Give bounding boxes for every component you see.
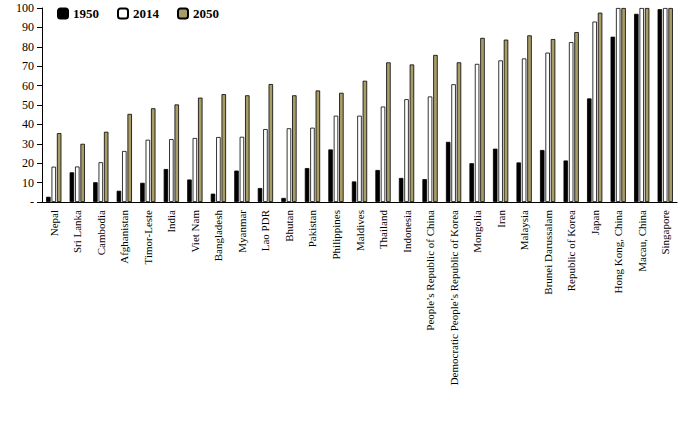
svg-text:70: 70 [22,59,34,73]
svg-text:Bangladesh: Bangladesh [212,210,224,262]
svg-text:10: 10 [22,176,34,190]
svg-text:80: 80 [22,40,34,54]
svg-text:100: 100 [16,1,34,15]
svg-text:40: 40 [22,117,34,131]
svg-text:Lao PDR: Lao PDR [259,209,271,251]
svg-text:Indonesia: Indonesia [401,210,413,253]
svg-text:Cambodia: Cambodia [95,210,107,255]
svg-text:Maldives: Maldives [354,210,366,251]
svg-text:Japan: Japan [589,210,601,236]
svg-text:1950: 1950 [73,6,99,21]
svg-text:Hong Kong, China: Hong Kong, China [612,210,624,294]
svg-text:30: 30 [22,137,34,151]
svg-text:Viet Nam: Viet Nam [189,210,201,253]
svg-text:Democratic People’s Republic o: Democratic People’s Republic of Korea [448,210,460,385]
svg-text:Myanmar: Myanmar [236,210,248,253]
svg-text:Philippines: Philippines [330,210,342,260]
svg-text:2014: 2014 [133,6,160,21]
svg-text:Afghanistan: Afghanistan [118,210,130,264]
svg-text:2050: 2050 [193,6,219,21]
svg-text:60: 60 [22,79,34,93]
svg-text:India: India [165,210,177,233]
svg-text:Nepal: Nepal [48,210,60,236]
svg-text:Iran: Iran [495,210,507,228]
svg-text:90: 90 [22,20,34,34]
svg-text:Malaysia: Malaysia [518,210,530,250]
svg-text:Mongolia: Mongolia [471,210,483,253]
svg-text:Timor-Leste: Timor-Leste [142,210,154,264]
svg-text:People’s Republic of China: People’s Republic of China [424,210,436,331]
svg-text:Republic of Korea: Republic of Korea [565,210,577,291]
svg-text:20: 20 [22,156,34,170]
svg-text:50: 50 [22,98,34,112]
svg-text:Bhutan: Bhutan [283,210,295,242]
svg-text:Pakistan: Pakistan [306,210,318,248]
svg-text:Brunei Darussalam: Brunei Darussalam [542,210,554,295]
svg-text:-: - [30,195,34,209]
svg-text:Thailand: Thailand [377,210,389,250]
svg-text:Singapore: Singapore [659,210,671,255]
svg-text:Macau, China: Macau, China [636,210,648,272]
svg-text:Sri Lanka: Sri Lanka [71,210,83,253]
